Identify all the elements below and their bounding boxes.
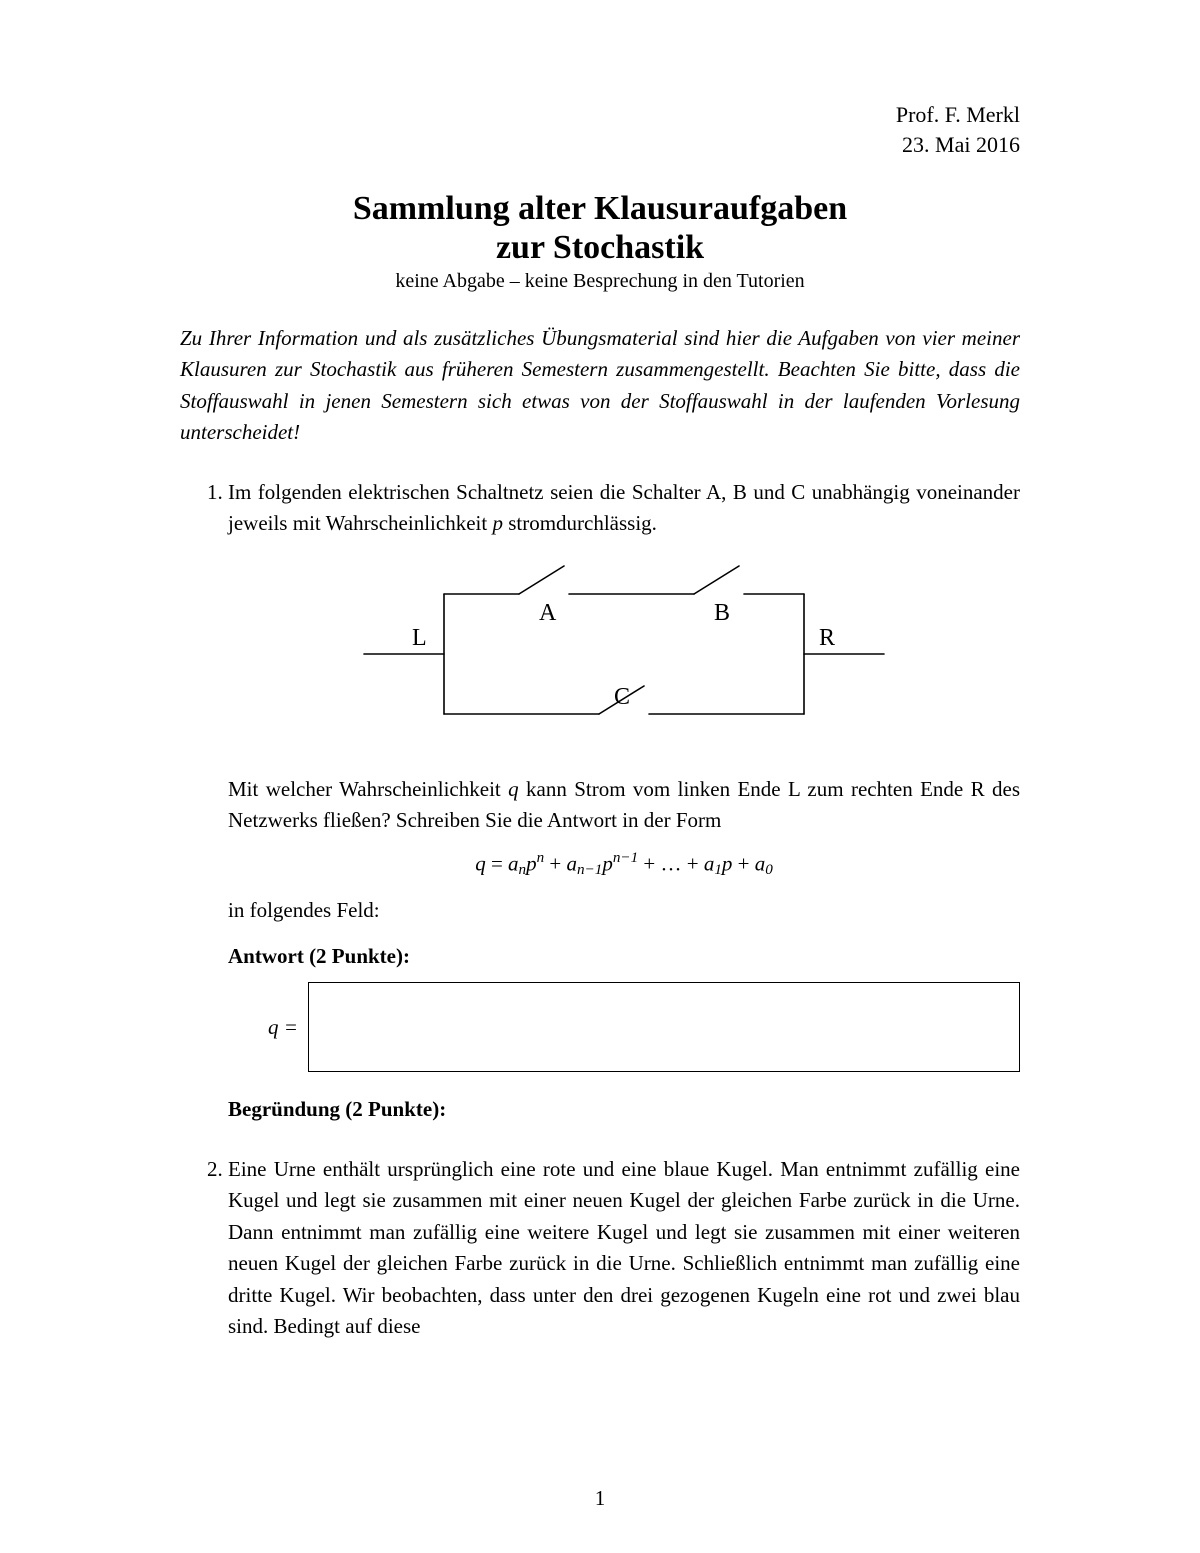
problem-2: Eine Urne enthält ursprünglich eine rote… bbox=[228, 1154, 1020, 1343]
circuit-label-L: L bbox=[412, 625, 427, 651]
title: Sammlung alter Klausuraufgaben zur Stoch… bbox=[180, 189, 1020, 267]
circuit-label-R: R bbox=[819, 625, 835, 651]
reason-label: Begründung (2 Punkte): bbox=[228, 1094, 1020, 1126]
answer-box[interactable] bbox=[308, 982, 1020, 1072]
problem-1-question: Mit welcher Wahrscheinlichkeit q kann St… bbox=[228, 774, 1020, 837]
p1-var-p: p bbox=[492, 511, 503, 535]
title-line-1: Sammlung alter Klausuraufgaben bbox=[353, 190, 847, 227]
answer-q-equals: q = bbox=[228, 1012, 298, 1044]
problem-1-equation: q = anpn + an−1pn−1 + … + a1p + a0 bbox=[228, 847, 1020, 882]
page: Prof. F. Merkl 23. Mai 2016 Sammlung alt… bbox=[0, 0, 1200, 1553]
intro-paragraph: Zu Ihrer Information und als zusätzliche… bbox=[180, 323, 1020, 449]
p1-in-field: in folgendes Feld: bbox=[228, 895, 1020, 927]
problem-1: Im folgenden elektrischen Schaltnetz sei… bbox=[228, 477, 1020, 1126]
answer-label: Antwort (2 Punkte): bbox=[228, 941, 1020, 973]
title-line-2: zur Stochastik bbox=[496, 229, 704, 266]
author-line: Prof. F. Merkl bbox=[180, 100, 1020, 130]
p1-var-q: q bbox=[508, 777, 519, 801]
p2-text: Eine Urne enthält ursprünglich eine rote… bbox=[228, 1157, 1020, 1339]
problem-list: Im folgenden elektrischen Schaltnetz sei… bbox=[180, 477, 1020, 1343]
circuit-diagram: L R A B C bbox=[228, 554, 1020, 754]
date-line: 23. Mai 2016 bbox=[180, 130, 1020, 160]
page-number: 1 bbox=[0, 1486, 1200, 1511]
circuit-label-B: B bbox=[714, 600, 730, 626]
circuit-label-C: C bbox=[614, 684, 630, 710]
header-block: Prof. F. Merkl 23. Mai 2016 bbox=[180, 100, 1020, 159]
subtitle: keine Abgabe – keine Besprechung in den … bbox=[180, 270, 1020, 293]
circuit-svg: L R A B C bbox=[344, 554, 904, 754]
p1-after-a: Mit welcher Wahrscheinlichkeit bbox=[228, 777, 508, 801]
answer-row: q = bbox=[228, 982, 1020, 1072]
problem-1-intro: Im folgenden elektrischen Schaltnetz sei… bbox=[228, 477, 1020, 540]
circuit-label-A: A bbox=[539, 600, 557, 626]
p1-text-b: stromdurchlässig. bbox=[503, 511, 657, 535]
